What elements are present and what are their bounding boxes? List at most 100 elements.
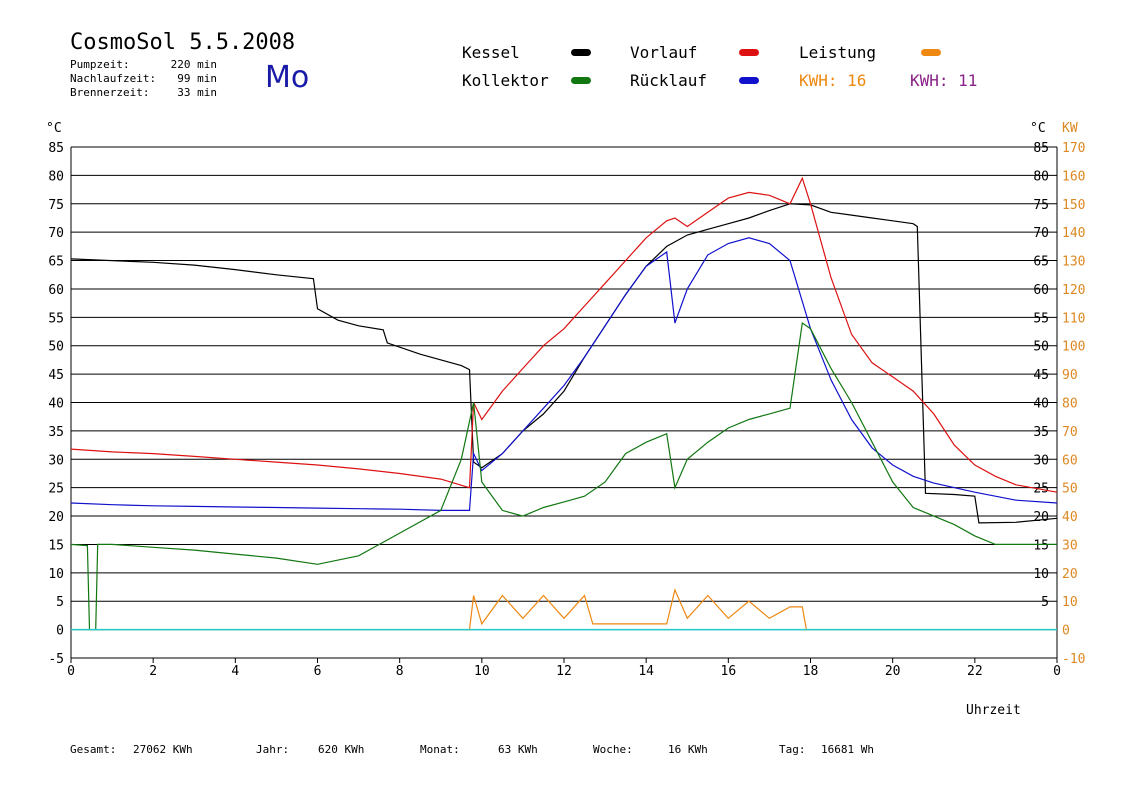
x-tick-label: 4 <box>231 664 239 679</box>
weekday-label: Mo <box>265 60 310 95</box>
legend-label-kessel: Kessel <box>462 43 520 62</box>
y-tick-label-left: 60 <box>48 283 64 298</box>
y-tick-label-left: 5 <box>56 595 64 610</box>
kwh-solar: KWH: 16 <box>799 71 867 90</box>
series-line-rücklauf <box>70 237 1058 511</box>
chart-ticks: -505101520253035404550556065707580855101… <box>48 141 1085 679</box>
y-tick-label-left: 85 <box>48 141 64 156</box>
stat-value: 33 min <box>177 86 217 99</box>
y-tick-label-left: 55 <box>48 311 64 326</box>
y-tick-label-power: 40 <box>1062 510 1078 525</box>
y-tick-label-power: 100 <box>1062 340 1085 355</box>
legend-swatch-leistung <box>921 49 941 56</box>
y-tick-label-right: 30 <box>1033 453 1049 468</box>
x-tick-label: 22 <box>967 664 983 679</box>
stat-value: 220 min <box>170 58 217 71</box>
y-tick-label-power: 20 <box>1062 567 1078 582</box>
chart-lines <box>70 176 1058 631</box>
y-tick-label-left: 45 <box>48 368 64 383</box>
y-tick-label-left: 65 <box>48 255 64 270</box>
chart-title: CosmoSol 5.5.2008 <box>70 30 296 55</box>
x-tick-label: 20 <box>885 664 901 679</box>
legend-swatch-ruecklauf <box>739 77 759 84</box>
x-tick-label: 0 <box>1053 664 1061 679</box>
y-tick-label-right: 15 <box>1033 538 1049 553</box>
y-tick-label-left: 20 <box>48 510 64 525</box>
series-line-kessel <box>70 203 1058 524</box>
y-tick-label-right: 40 <box>1033 397 1049 412</box>
y-tick-label-left: 30 <box>48 453 64 468</box>
y-tick-label-left: 80 <box>48 169 64 184</box>
legend-label-vorlauf: Vorlauf <box>630 43 698 62</box>
y-tick-label-power: 150 <box>1062 198 1085 213</box>
y-axis-label-left: °C <box>46 121 62 136</box>
y-tick-label-right: 70 <box>1033 226 1049 241</box>
x-tick-label: 0 <box>67 664 75 679</box>
x-axis-label: Uhrzeit <box>966 703 1021 718</box>
footer-value: 63 KWh <box>498 743 538 756</box>
footer-label: Monat: <box>420 743 460 756</box>
y-tick-label-power: 130 <box>1062 255 1085 270</box>
footer-value: 620 KWh <box>318 743 365 756</box>
y-tick-label-power: 70 <box>1062 425 1078 440</box>
x-tick-label: 16 <box>721 664 737 679</box>
y-tick-label-power: 90 <box>1062 368 1078 383</box>
x-tick-label: 14 <box>638 664 654 679</box>
legend-swatch-kollektor <box>571 77 591 84</box>
y-axis-label-right: °C <box>1030 121 1046 136</box>
legend-swatch-vorlauf <box>739 49 759 56</box>
y-tick-label-power: -10 <box>1062 652 1085 667</box>
y-tick-label-left: 10 <box>48 567 64 582</box>
y-tick-label-power: 0 <box>1062 624 1070 639</box>
y-tick-label-power: 140 <box>1062 226 1085 241</box>
y-axis-label-power: KW <box>1062 121 1078 136</box>
y-tick-label-power: 30 <box>1062 538 1078 553</box>
y-tick-label-right: 85 <box>1033 141 1049 156</box>
x-tick-label: 2 <box>149 664 157 679</box>
y-tick-label-left: 50 <box>48 340 64 355</box>
x-tick-label: 10 <box>474 664 490 679</box>
y-tick-label-power: 80 <box>1062 397 1078 412</box>
y-tick-label-left: -5 <box>48 652 64 667</box>
legend-label-kollektor: Kollektor <box>462 71 549 90</box>
y-tick-label-left: 25 <box>48 482 64 497</box>
series-line-leistung <box>71 588 1057 631</box>
footer-value: 16681 Wh <box>821 743 874 756</box>
legend-label-ruecklauf: Rücklauf <box>630 71 708 90</box>
y-tick-label-right: 45 <box>1033 368 1049 383</box>
y-tick-label-power: 10 <box>1062 595 1078 610</box>
y-tick-label-right: 80 <box>1033 169 1049 184</box>
series-line-kollektor <box>70 321 1057 631</box>
y-tick-label-right: 55 <box>1033 311 1049 326</box>
legend-swatch-kessel <box>571 49 591 56</box>
y-tick-label-right: 5 <box>1041 595 1049 610</box>
y-tick-label-left: 75 <box>48 198 64 213</box>
y-tick-label-right: 10 <box>1033 567 1049 582</box>
footer-label: Jahr: <box>256 743 290 756</box>
y-tick-label-left: 15 <box>48 538 64 553</box>
footer-value: 27062 KWh <box>133 743 193 756</box>
y-tick-label-power: 170 <box>1062 141 1085 156</box>
y-tick-label-right: 50 <box>1033 340 1049 355</box>
stat-label: Brennerzeit: <box>70 86 150 99</box>
y-tick-label-power: 120 <box>1062 283 1085 298</box>
footer-label: Tag: <box>779 743 806 756</box>
x-tick-label: 6 <box>314 664 322 679</box>
y-tick-label-left: 40 <box>48 397 64 412</box>
stat-label: Nachlaufzeit: <box>70 72 157 85</box>
x-tick-label: 8 <box>396 664 404 679</box>
y-tick-label-power: 160 <box>1062 169 1085 184</box>
y-tick-label-power: 50 <box>1062 482 1078 497</box>
legend-label-leistung: Leistung <box>799 43 877 62</box>
y-tick-label-right: 60 <box>1033 283 1049 298</box>
y-tick-label-right: 20 <box>1033 510 1049 525</box>
y-tick-label-left: 35 <box>48 425 64 440</box>
x-tick-label: 18 <box>803 664 819 679</box>
y-tick-label-power: 60 <box>1062 453 1078 468</box>
stat-label: Pumpzeit: <box>70 58 130 71</box>
y-tick-label-right: 35 <box>1033 425 1049 440</box>
series-line-vorlauf <box>70 176 1058 493</box>
footer-value: 16 KWh <box>668 743 708 756</box>
y-tick-label-right: 75 <box>1033 198 1049 213</box>
y-tick-label-power: 110 <box>1062 311 1085 326</box>
